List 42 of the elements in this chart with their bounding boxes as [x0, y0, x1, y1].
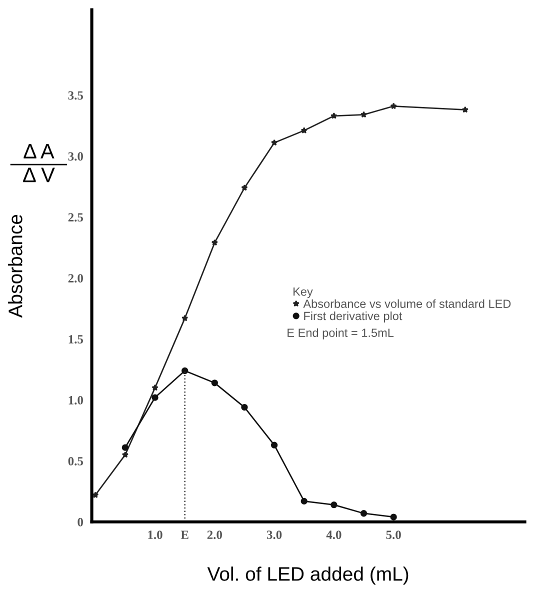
point — [122, 451, 129, 458]
y-tick-label: 1.0 — [68, 396, 83, 404]
point — [390, 102, 397, 110]
point — [122, 444, 129, 451]
y-tick-label: 2.0 — [68, 274, 83, 283]
x-tick-label: 2.0 — [207, 530, 222, 540]
point — [211, 239, 218, 246]
x-tick-label: 5.0 — [386, 530, 401, 540]
point — [360, 510, 368, 517]
point — [462, 106, 468, 113]
point — [270, 139, 278, 146]
point — [241, 184, 248, 191]
y-tick-label: 3.5 — [68, 91, 84, 100]
y-tick-label: 2.5 — [68, 213, 84, 222]
point — [330, 501, 338, 508]
y-tick-label: 3.0 — [68, 152, 83, 161]
x-tick-label: 1.0 — [148, 530, 162, 540]
legend-title: Key — [294, 288, 313, 298]
x-tick-label: 3.0 — [266, 530, 282, 540]
point — [390, 514, 397, 520]
point — [300, 498, 308, 505]
point — [270, 442, 278, 448]
legend-label: Absorbance vs volume of standard LED — [303, 299, 511, 308]
y-tick-label: 0.5 — [68, 456, 84, 466]
point — [300, 127, 308, 134]
y-tick-label: 0 — [78, 518, 83, 526]
point — [211, 380, 218, 386]
x-axis-title: Vol. of LED added (mL) — [207, 566, 408, 585]
point — [330, 112, 338, 119]
legend-label: First derivative plot — [304, 312, 402, 323]
text: Δ V — [23, 168, 55, 182]
point — [360, 111, 368, 118]
y-tick-label: 1.5 — [68, 335, 84, 344]
point — [152, 394, 158, 401]
annotation: E End point = 1.5mL — [288, 328, 394, 340]
x-tick-label: 4.0 — [326, 530, 342, 540]
text: Δ A — [24, 144, 54, 158]
point — [182, 314, 188, 322]
point — [152, 384, 158, 391]
x-tick-label: E — [180, 530, 188, 539]
point — [241, 404, 248, 411]
y-axis-title: Absorbance — [8, 214, 22, 318]
